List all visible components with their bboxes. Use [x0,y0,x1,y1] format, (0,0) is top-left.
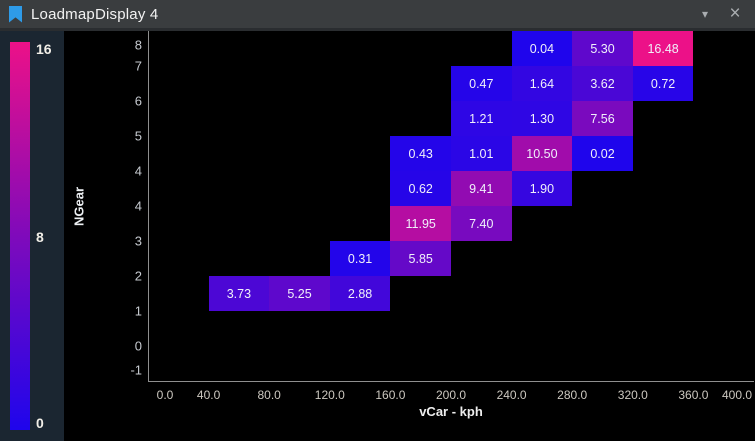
heatmap-cell: 1.30 [511,101,573,136]
heatmap-cell: 1.21 [451,101,512,136]
y-tick-label: 6 [134,93,142,109]
heatmap-cell: 10.50 [511,136,573,171]
x-tick-label: 360.0 [678,388,709,402]
colorbar-mid-label: 8 [36,229,44,245]
heatmap-cell: 1.01 [451,136,512,171]
window-titlebar[interactable]: LoadmapDisplay 4 ▾ × [0,0,755,28]
heatmap-cell: 1.64 [511,66,573,101]
heatmap-cell: 0.04 [511,31,573,66]
heatmap-cell: 5.85 [390,241,451,276]
heatmap-cell: 7.56 [572,101,633,136]
y-axis-line [148,31,149,382]
heatmap-cell: 0.47 [451,66,512,101]
x-axis-title: vCar - kph [419,404,483,419]
heatmap-chart: 0.04 5.30 16.48 0.47 1.64 3.62 0.72 1.21 1.30 7.5… [64,31,755,441]
heatmap-cell: 7.40 [451,206,512,241]
x-tick-label: 240.0 [496,388,527,402]
window-title: LoadmapDisplay 4 [31,5,159,23]
colorbar-gradient [10,42,30,430]
titlebar-divider [0,28,755,31]
colorbar-panel: 16 8 0 [0,31,64,441]
heatmap-cell: 5.25 [269,276,330,311]
x-tick-label: 280.0 [557,388,588,402]
heatmap-cell: 0.31 [329,241,391,276]
y-tick-label: 8 [134,37,142,53]
heatmap-cell: 0.62 [390,171,451,206]
heatmap-cell: 5.30 [572,31,633,66]
heatmap-cell: 9.41 [451,171,512,206]
heatmap-cell: 11.95 [390,206,451,241]
heatmap-cell: 0.72 [632,66,694,101]
y-tick-label: 0 [134,338,142,354]
heatmap-cell: 0.43 [390,136,451,171]
y-tick-label: 4 [134,198,142,214]
heatmap-cell: 3.73 [208,276,270,311]
y-tick-label: 5 [134,128,142,144]
x-tick-label: 0.0 [156,388,174,402]
y-tick-label: 7 [134,58,142,74]
y-tick-label: 1 [134,303,142,319]
close-icon[interactable]: × [729,3,741,24]
heatmap-cell: 2.88 [329,276,391,311]
x-tick-label: 80.0 [257,388,281,402]
y-tick-label: 2 [134,268,142,284]
x-tick-label: 320.0 [617,388,648,402]
x-tick-label: 40.0 [196,388,221,402]
x-tick-label: 160.0 [375,388,406,402]
bookmark-icon[interactable] [9,5,22,23]
y-tick-label: 4 [134,163,142,179]
heatmap-cell: 1.90 [511,171,573,206]
heatmap-cell: 16.48 [632,31,694,66]
x-tick-label: 400.0 [721,388,753,402]
heatmap-cell: 0.02 [572,136,633,171]
x-axis-line [148,381,754,382]
chevron-down-icon[interactable]: ▾ [701,7,709,21]
y-axis-title: NGear [71,186,87,227]
colorbar-max-label: 16 [36,41,52,57]
x-tick-label: 200.0 [435,388,467,402]
x-tick-label: 120.0 [314,388,345,402]
colorbar-min-label: 0 [36,415,44,431]
y-tick-label: -1 [130,362,142,378]
y-tick-label: 3 [134,233,142,249]
heatmap-cell: 3.62 [572,66,633,101]
